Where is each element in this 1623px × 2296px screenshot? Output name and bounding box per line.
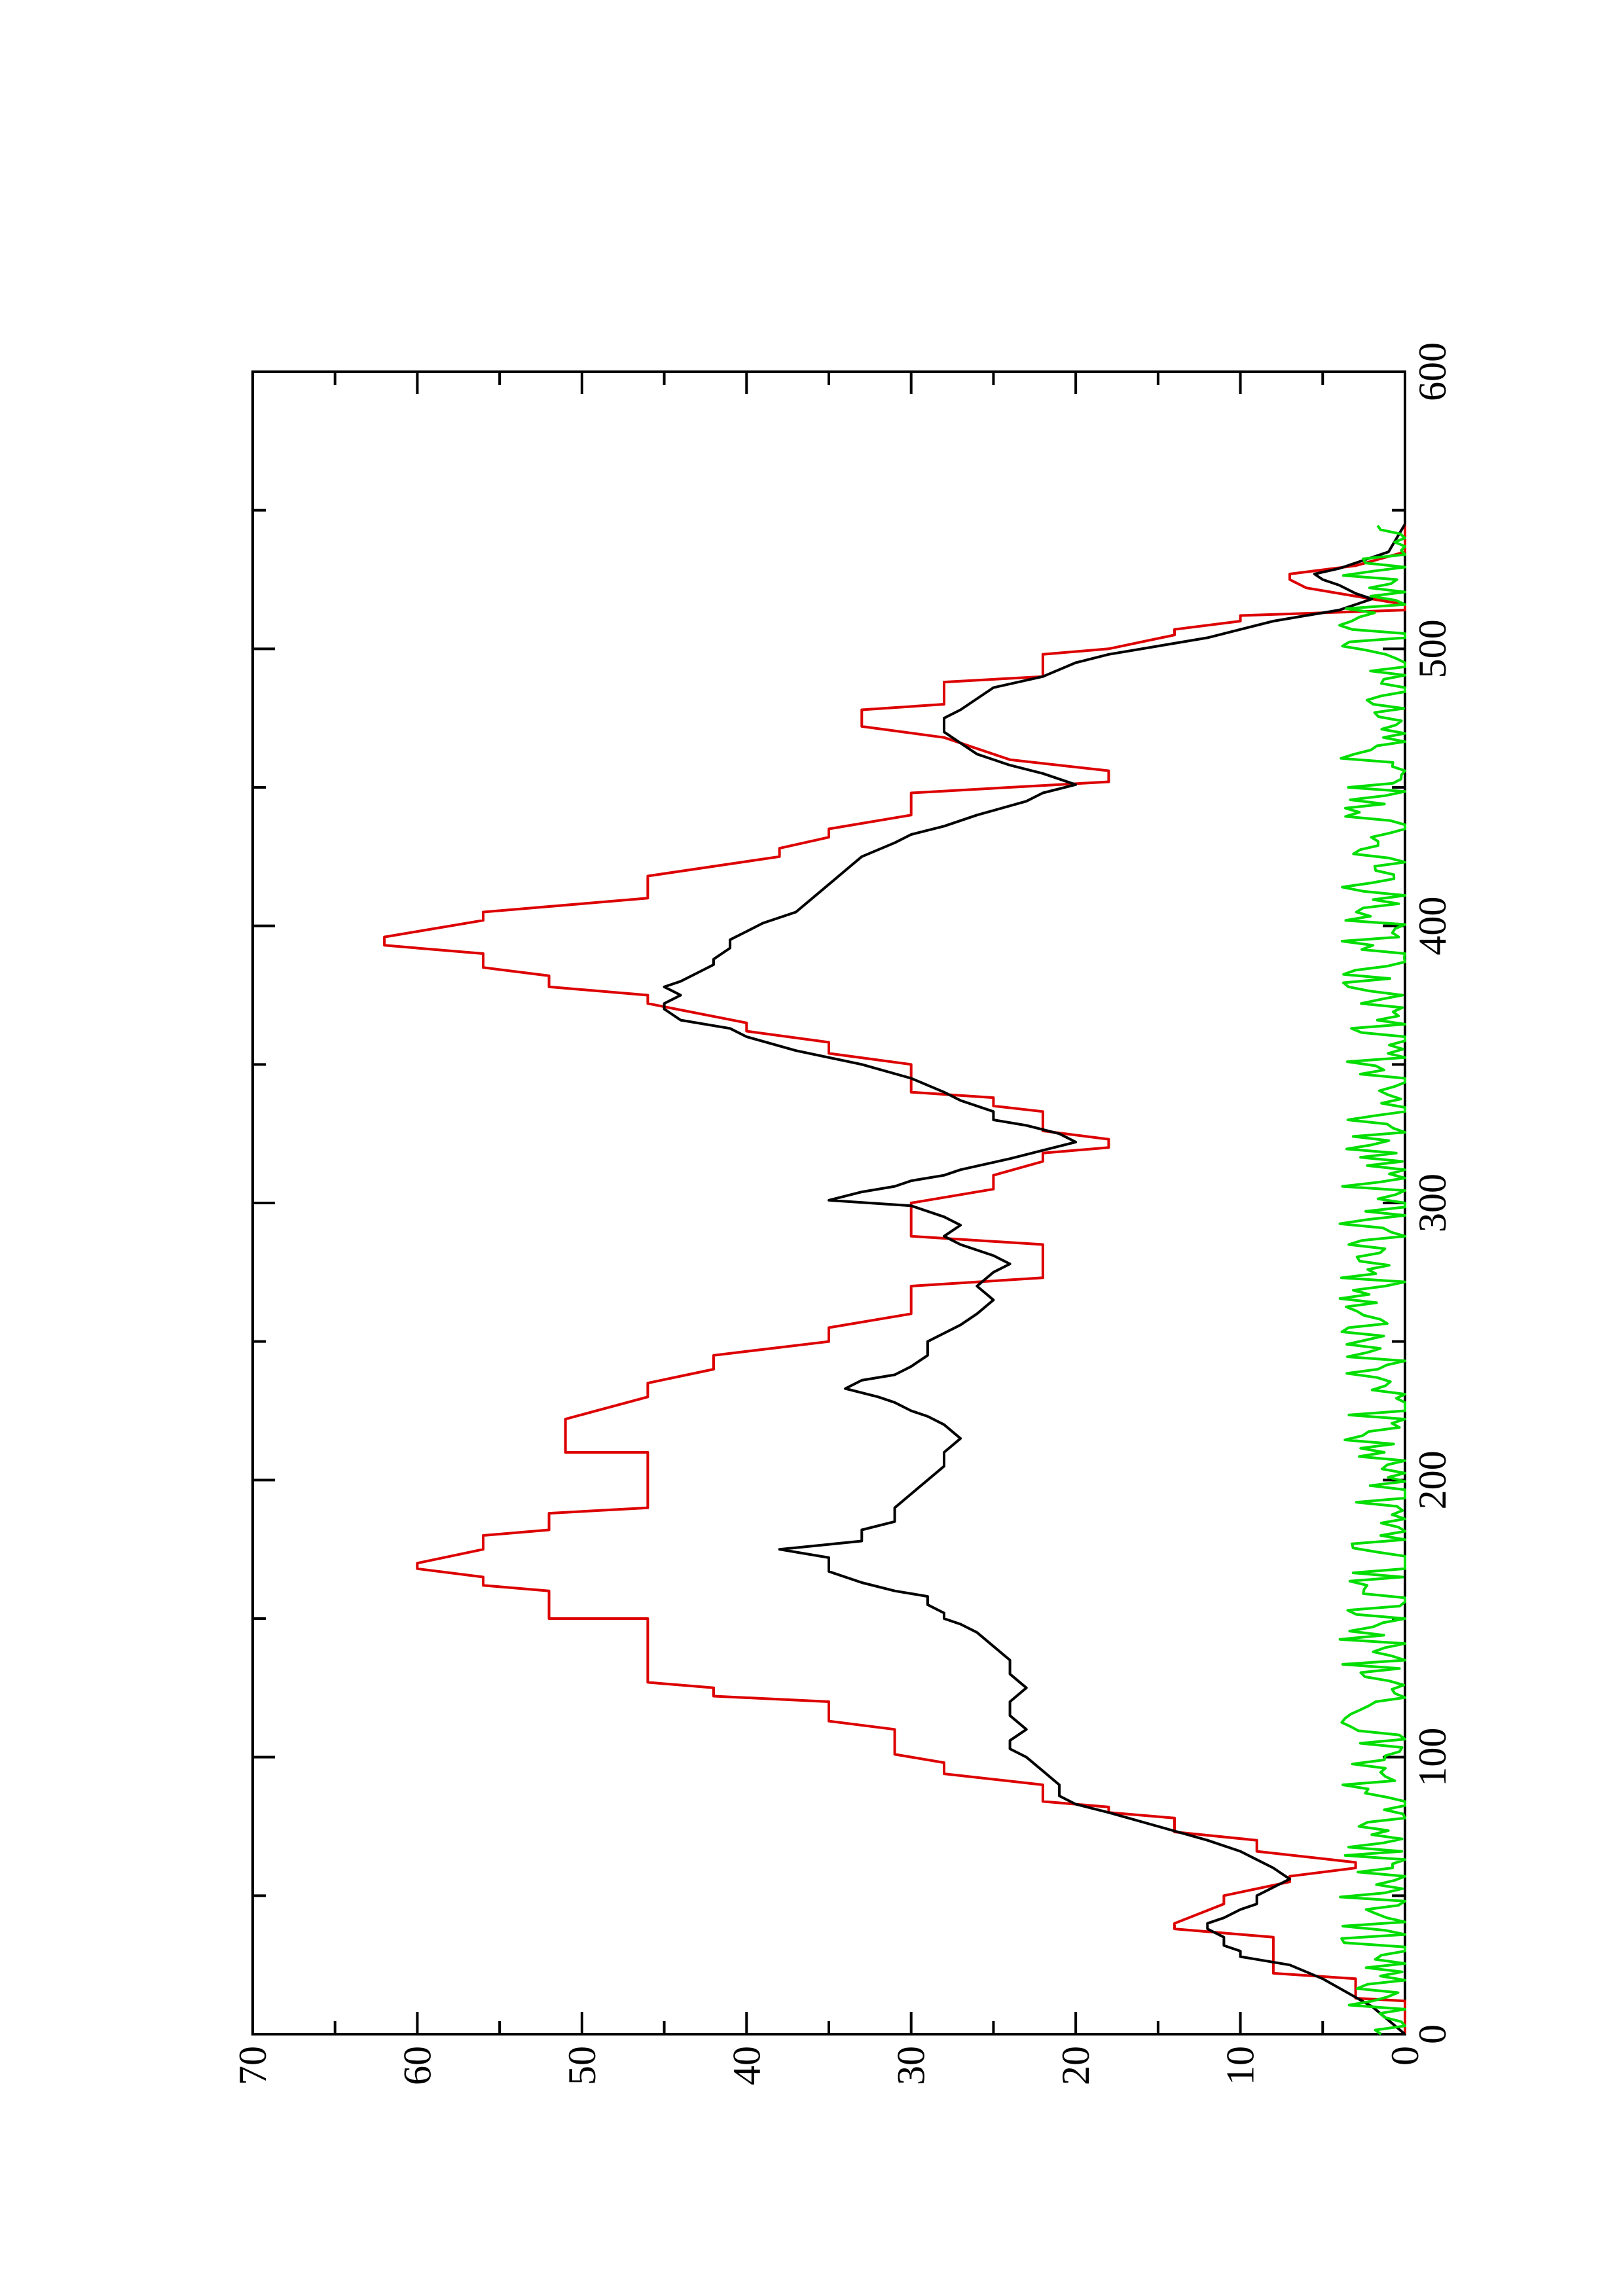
x-tick-label: 0 [1411,2024,1454,2044]
x-tick-label: 500 [1411,619,1454,678]
y-tick-label: 20 [1054,2046,1097,2085]
y-tick-label: 60 [395,2046,439,2085]
tick-labels: 0 100 200 300 400 500 600 0 10 20 30 40 50 60 70 [231,342,1454,2085]
x-tick-label: 400 [1411,897,1454,956]
rotated-plot-group: 0 100 200 300 400 500 600 0 10 20 30 40 50 60 70 [231,342,1454,2085]
y-tick-label: 10 [1219,2046,1262,2085]
y-tick-label: 0 [1383,2046,1427,2066]
x-tick-label: 200 [1411,1450,1454,1509]
x-tick-label: 100 [1411,1728,1454,1787]
y-tick-label: 70 [231,2046,274,2085]
x-tick-label: 600 [1411,342,1454,401]
y-tick-label: 50 [560,2046,604,2085]
series-line-0 [383,524,1406,2034]
x-tick-label: 300 [1411,1174,1454,1232]
series-line-1 [663,523,1406,2036]
y-tick-label: 30 [890,2046,933,2085]
series-group [383,523,1406,2036]
y-tick-label: 40 [725,2046,768,2085]
series-line-2 [1338,524,1406,2036]
